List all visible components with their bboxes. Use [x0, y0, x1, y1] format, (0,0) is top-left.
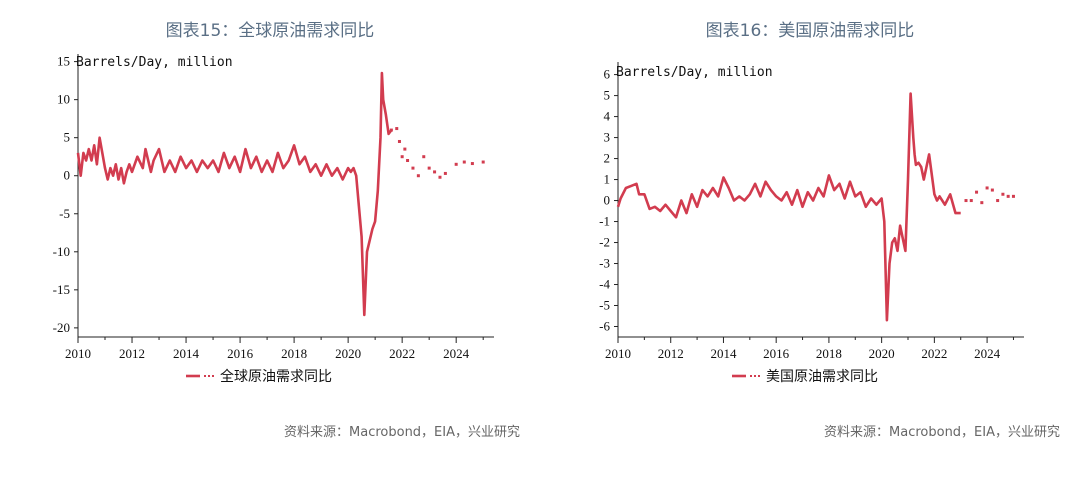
forecast-point	[980, 201, 984, 205]
y-tick-label: 0	[64, 168, 71, 183]
y-tick-label: 5	[64, 130, 71, 145]
legend-dot-swatch	[754, 375, 756, 377]
source-note: 资料来源：Macrobond，EIA，兴业研究	[284, 425, 520, 440]
y-tick-label: -6	[599, 319, 610, 334]
forecast-point	[985, 186, 989, 190]
forecast-point	[990, 188, 994, 192]
source-note: 资料来源：Macrobond，EIA，兴业研究	[824, 425, 1060, 440]
unit-label: Barrels/Day, million	[76, 55, 233, 70]
forecast-point	[395, 127, 399, 131]
y-tick-label: 4	[604, 109, 611, 124]
x-tick-label: 2016	[227, 346, 254, 361]
legend-dot-swatch	[758, 375, 760, 377]
forecast-point	[1011, 194, 1015, 198]
y-tick-label: -15	[53, 282, 70, 297]
forecast-point	[416, 174, 420, 178]
y-tick-label: 0	[604, 193, 611, 208]
x-tick-label: 2024	[443, 346, 470, 361]
y-tick-label: -5	[59, 206, 70, 221]
y-tick-label: -10	[53, 244, 70, 259]
y-tick-label: 10	[57, 92, 70, 107]
y-tick-label: 15	[57, 54, 70, 69]
forecast-point	[996, 199, 1000, 203]
forecast-point	[454, 162, 458, 166]
y-tick-label: -1	[599, 214, 610, 229]
y-tick-label: 2	[604, 151, 611, 166]
y-tick-label: 5	[604, 88, 611, 103]
chart-title: 图表16：美国原油需求同比	[705, 21, 915, 41]
forecast-point	[406, 159, 410, 163]
legend-dot-swatch	[204, 375, 206, 377]
x-tick-label: 2024	[974, 346, 1001, 361]
legend-dot-swatch	[208, 375, 210, 377]
series-line	[76, 71, 393, 317]
y-tick-label: -5	[599, 298, 610, 313]
forecast-point	[433, 170, 437, 174]
forecast-point	[422, 155, 426, 159]
x-tick-label: 2022	[389, 346, 415, 361]
forecast-point	[403, 147, 407, 151]
x-tick-label: 2020	[335, 346, 361, 361]
forecast-point	[975, 190, 979, 194]
forecast-point	[427, 166, 431, 170]
legend-label: 美国原油需求同比	[766, 369, 878, 385]
forecast-point	[462, 160, 466, 164]
forecast-point	[443, 171, 447, 175]
chart-panel-us: 图表16：美国原油需求同比 6 5 4 3 2 1 0 -1 -2 -3 -4 -5 -6 2010 201…	[540, 0, 1080, 487]
forecast-point	[481, 160, 485, 164]
legend-label: 全球原油需求同比	[220, 368, 332, 385]
chart-svg-us: 6 5 4 3 2 1 0 -1 -2 -3 -4 -5 -6 2010 2012 2014 2016 2018 2…	[599, 62, 1024, 385]
chart-svg-global: 15 10 5 0 -5 -10 -15 -20 2010 2012 2014 2016 2018 202…	[53, 54, 494, 385]
y-tick-label: -2	[599, 235, 610, 250]
x-tick-label: 2018	[816, 346, 842, 361]
x-tick-label: 2016	[763, 346, 790, 361]
y-tick-label: -20	[53, 320, 70, 335]
chart-title: 图表15：全球原油需求同比	[165, 21, 375, 41]
x-tick-label: 2014	[173, 346, 200, 361]
forecast-point	[964, 199, 968, 203]
y-tick-label: -4	[599, 277, 610, 292]
forecast-point	[1006, 194, 1010, 198]
x-tick-label: 2012	[119, 346, 145, 361]
forecast-point	[411, 166, 415, 170]
y-tick-label: 3	[604, 130, 611, 145]
y-tick-label: 6	[604, 67, 611, 82]
forecast-point	[400, 155, 404, 159]
forecast-point	[1001, 192, 1005, 196]
forecast-point	[397, 139, 401, 143]
chart-panel-global: 图表15：全球原油需求同比 15 10 5 0 -5 -10 -15 -20 2010 2012 2…	[53, 21, 520, 440]
x-tick-label: 2022	[921, 346, 947, 361]
unit-label: Barrels/Day, million	[616, 65, 773, 80]
series-line	[616, 92, 961, 322]
legend-dot-swatch	[750, 375, 752, 377]
forecast-point	[438, 175, 442, 179]
y-tick-label: -3	[599, 256, 610, 271]
x-tick-label: 2020	[869, 346, 895, 361]
x-tick-label: 2018	[281, 346, 307, 361]
forecast-point	[969, 199, 973, 203]
legend-dot-swatch	[212, 375, 214, 377]
y-tick-label: 1	[604, 172, 611, 187]
x-tick-label: 2010	[605, 346, 631, 361]
x-tick-label: 2010	[65, 346, 91, 361]
x-tick-label: 2012	[658, 346, 684, 361]
forecast-point	[470, 162, 474, 166]
x-tick-label: 2014	[710, 346, 737, 361]
forecast-point	[389, 128, 393, 132]
